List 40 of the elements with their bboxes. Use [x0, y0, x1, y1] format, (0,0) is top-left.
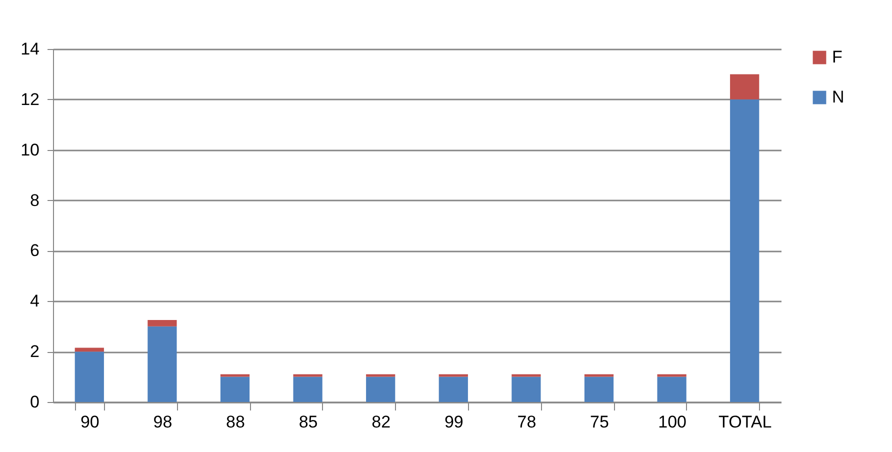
bar [220, 374, 250, 377]
x-tick-label: TOTAL [718, 412, 772, 432]
bar [74, 352, 104, 402]
x-tick-label: 82 [372, 412, 391, 432]
bar [657, 374, 686, 377]
y-tick-label: 14 [20, 40, 40, 58]
y-tick-label: 8 [30, 190, 40, 210]
legend-label: F [832, 48, 842, 66]
bar [512, 374, 541, 377]
x-tick-label: 90 [80, 412, 100, 432]
y-tick-label: 12 [20, 90, 40, 109]
x-tick-label: 88 [226, 412, 245, 432]
bar [148, 326, 177, 402]
bar [657, 376, 686, 402]
bar [366, 374, 396, 377]
bar [730, 99, 760, 402]
x-tick-label: 98 [153, 412, 172, 432]
bar [366, 376, 396, 402]
bar [584, 374, 614, 377]
bar [220, 376, 250, 402]
y-tick-label: 6 [30, 241, 40, 260]
bar [438, 376, 468, 402]
x-tick-label: 85 [298, 412, 318, 432]
y-tick-label: 4 [30, 292, 40, 311]
bar [584, 376, 614, 402]
x-tick-label: 75 [590, 412, 609, 432]
x-tick-label: 99 [444, 412, 464, 432]
bar [293, 376, 322, 402]
x-tick-label: 100 [658, 412, 686, 432]
bar [148, 320, 177, 326]
y-tick-label: 2 [30, 342, 40, 362]
y-tick-label: 0 [30, 392, 40, 412]
bar [74, 348, 104, 352]
bar [438, 374, 468, 377]
y-tick-label: 10 [20, 140, 40, 160]
x-tick-label: 78 [517, 412, 536, 432]
bar [293, 374, 322, 377]
bar [730, 74, 760, 100]
legend-label: N [832, 88, 844, 106]
bar [512, 376, 541, 402]
